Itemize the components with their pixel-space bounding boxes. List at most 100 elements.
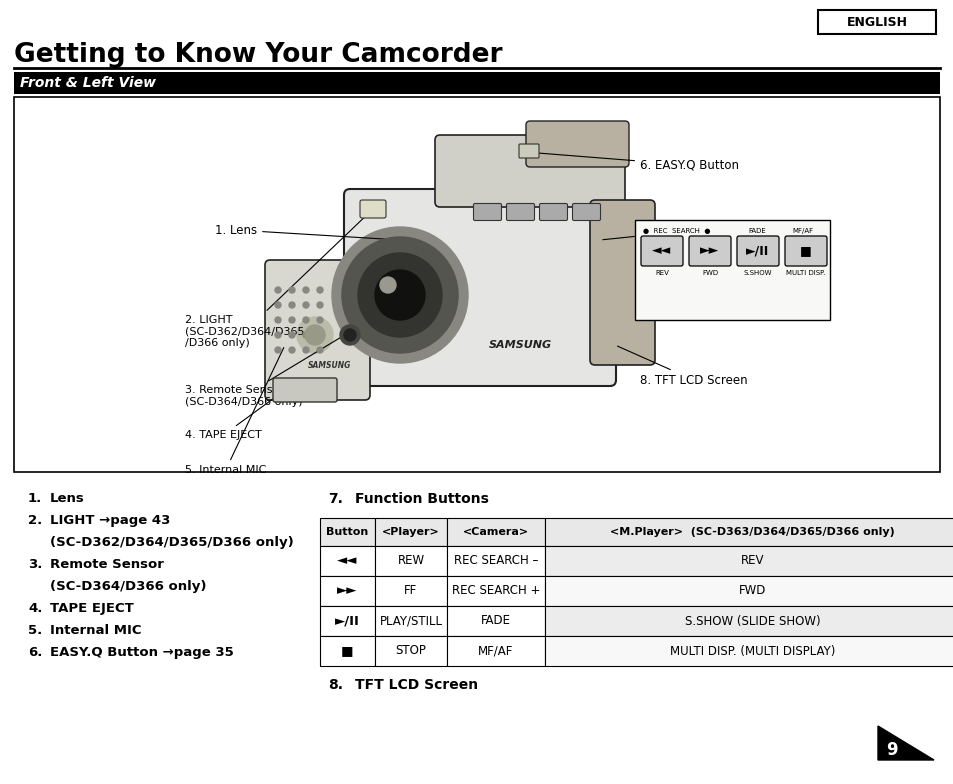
Text: TAPE EJECT: TAPE EJECT [50,602,133,615]
Bar [817,10,935,34]
Circle shape [316,287,323,293]
Text: 8.: 8. [328,678,343,692]
Bar [319,546,375,576]
Bar [447,546,544,576]
Text: 4. TAPE EJECT: 4. TAPE EJECT [185,387,290,440]
Circle shape [303,317,309,323]
Text: ►/II: ►/II [745,245,769,257]
Circle shape [305,325,325,345]
FancyBboxPatch shape [572,204,599,220]
Text: 9: 9 [885,741,897,759]
Text: ENGLISH: ENGLISH [845,16,906,28]
Text: LIGHT →page 43: LIGHT →page 43 [50,514,171,527]
Text: REW: REW [397,554,424,568]
Bar [319,606,375,636]
Bar [447,518,544,546]
Text: Internal MIC: Internal MIC [50,624,141,637]
Circle shape [296,317,333,353]
Circle shape [375,270,424,320]
Text: TFT LCD Screen: TFT LCD Screen [355,678,477,692]
Bar [375,576,447,606]
Circle shape [289,302,294,308]
FancyBboxPatch shape [273,378,336,402]
FancyBboxPatch shape [737,236,779,266]
Bar [319,636,375,666]
Bar [447,636,544,666]
Text: FWD: FWD [738,585,765,597]
Circle shape [316,332,323,338]
Circle shape [357,253,441,337]
Bar [14,97,939,472]
Text: 1.: 1. [28,492,42,505]
Text: ►/II: ►/II [335,615,359,627]
Text: FWD: FWD [701,270,718,276]
Text: Front & Left View: Front & Left View [20,76,156,90]
FancyBboxPatch shape [473,204,501,220]
Circle shape [303,347,309,353]
Text: REC SEARCH +: REC SEARCH + [452,585,539,597]
Text: (SC-D364/D366 only): (SC-D364/D366 only) [50,580,206,593]
Text: <M.Player>  (SC-D363/D364/D365/D366 only): <M.Player> (SC-D363/D364/D365/D366 only) [610,527,894,537]
Text: 7.: 7. [328,492,342,506]
Text: ■: ■ [341,644,354,658]
Circle shape [303,302,309,308]
Bar [544,606,953,636]
Text: S.SHOW (SLIDE SHOW): S.SHOW (SLIDE SHOW) [684,615,820,627]
Bar [447,576,544,606]
FancyBboxPatch shape [435,135,624,207]
Text: 5. Internal MIC: 5. Internal MIC [185,347,283,475]
Text: Remote Sensor: Remote Sensor [50,558,164,571]
Text: REV: REV [655,270,668,276]
Text: REC SEARCH –: REC SEARCH – [454,554,537,568]
Bar [544,636,953,666]
Text: FF: FF [404,585,417,597]
Bar [375,606,447,636]
Text: 3.: 3. [28,558,42,571]
FancyBboxPatch shape [359,200,386,218]
Circle shape [274,287,281,293]
FancyBboxPatch shape [688,236,730,266]
FancyBboxPatch shape [640,236,682,266]
Text: FADE: FADE [747,228,765,234]
Polygon shape [877,726,933,760]
FancyBboxPatch shape [539,204,567,220]
Text: <Player>: <Player> [382,527,439,537]
Bar [319,518,375,546]
Text: 3. Remote Sensor
(SC-D364/D366 only): 3. Remote Sensor (SC-D364/D366 only) [185,335,345,407]
Circle shape [316,317,323,323]
FancyBboxPatch shape [506,204,534,220]
Circle shape [379,277,395,293]
Text: ●  REC  SEARCH  ●: ● REC SEARCH ● [642,228,710,234]
Text: ►►: ►► [700,245,719,257]
Circle shape [332,227,468,363]
Text: 6.: 6. [28,646,42,659]
Text: (SC-D362/D364/D365/D366 only): (SC-D362/D364/D365/D366 only) [50,536,294,549]
FancyBboxPatch shape [525,121,628,167]
Text: Lens: Lens [50,492,85,505]
Circle shape [316,302,323,308]
Text: 4.: 4. [28,602,42,615]
FancyBboxPatch shape [344,189,616,386]
Text: 8. TFT LCD Screen: 8. TFT LCD Screen [617,346,747,387]
Text: Getting to Know Your Camcorder: Getting to Know Your Camcorder [14,42,502,68]
Bar [375,518,447,546]
Text: 6. EASY.Q Button: 6. EASY.Q Button [527,152,739,172]
Text: SAMSUNG: SAMSUNG [308,361,352,369]
Circle shape [303,287,309,293]
Circle shape [274,302,281,308]
Bar [544,546,953,576]
Circle shape [341,237,457,353]
FancyBboxPatch shape [589,200,655,365]
Text: 2.: 2. [28,514,42,527]
Text: ■: ■ [800,245,811,257]
Text: MF/AF: MF/AF [792,228,813,234]
Text: ►►: ►► [337,585,357,597]
Bar [447,606,544,636]
Circle shape [316,347,323,353]
Text: MF/AF: MF/AF [477,644,513,658]
Text: S.SHOW: S.SHOW [743,270,771,276]
Circle shape [289,287,294,293]
Text: FADE: FADE [480,615,511,627]
Text: SAMSUNG: SAMSUNG [488,340,551,350]
FancyBboxPatch shape [784,236,826,266]
